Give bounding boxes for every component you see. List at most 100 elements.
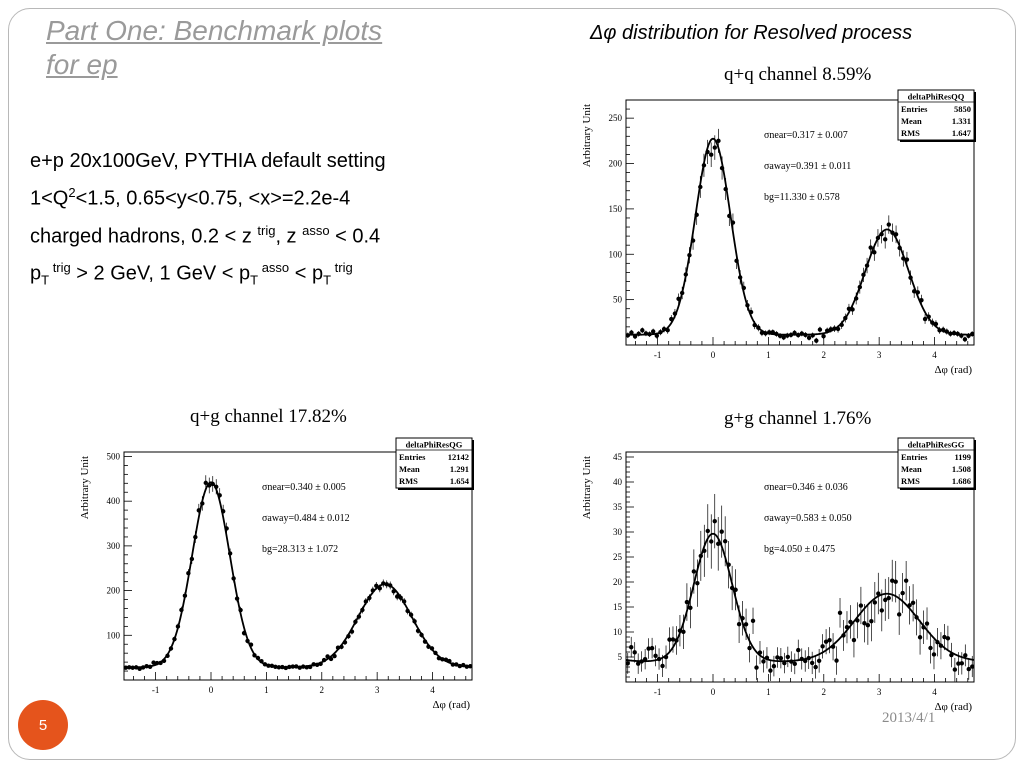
data-point xyxy=(814,338,819,343)
data-point xyxy=(945,636,951,641)
data-point xyxy=(869,618,874,624)
info-text: e+p 20x100GeV, PYTHIA default setting 1<… xyxy=(30,146,386,296)
gg-channel-label: g+g channel 1.76% xyxy=(724,408,872,429)
y-tick-label: 30 xyxy=(613,527,623,537)
data-point xyxy=(956,661,961,666)
stats-box xyxy=(395,437,473,489)
plot-frame xyxy=(625,451,975,683)
y-tick-label: 40 xyxy=(613,477,623,487)
data-point xyxy=(684,599,690,605)
data-point xyxy=(809,660,815,666)
y-tick-label: 200 xyxy=(107,586,121,596)
fit-annotation: σaway=0.583 ± 0.050 xyxy=(764,513,852,524)
x-axis-label: Δφ (rad) xyxy=(432,699,470,711)
data-point xyxy=(966,666,971,672)
data-point xyxy=(806,335,812,340)
slide-title: Part One: Benchmark plots for ep xyxy=(46,14,382,82)
data-point xyxy=(670,637,676,642)
data-point xyxy=(781,335,786,340)
x-axis-label: Δφ (rad) xyxy=(934,364,972,376)
data-point xyxy=(771,663,777,669)
title-line-2: for ep xyxy=(46,49,118,80)
data-point xyxy=(886,222,892,227)
x-tick-label: 1 xyxy=(264,685,269,695)
fit-curve xyxy=(123,481,473,669)
data-point xyxy=(963,653,968,658)
data-point xyxy=(893,579,898,584)
y-tick-label: 10 xyxy=(613,627,623,637)
data-point xyxy=(922,316,928,322)
data-point xyxy=(747,645,752,651)
data-point xyxy=(924,621,930,626)
y-tick-label: 400 xyxy=(107,496,121,506)
y-axis-label: Arbitrary Unit xyxy=(79,456,91,519)
stats-value: 1.331 xyxy=(952,116,971,126)
data-point xyxy=(879,608,884,613)
x-axis-label: Δφ (rad) xyxy=(934,701,972,713)
x-tick-label: -1 xyxy=(152,685,160,695)
data-point xyxy=(653,653,658,659)
data-point xyxy=(712,518,717,524)
data-point xyxy=(649,645,655,651)
y-tick-label: 45 xyxy=(613,452,623,462)
stats-key: RMS xyxy=(901,128,920,138)
x-tick-label: -1 xyxy=(654,350,662,360)
data-point xyxy=(959,661,965,666)
data-point xyxy=(928,645,933,651)
data-point xyxy=(886,595,891,601)
fit-annotation: bg=11.330 ± 0.578 xyxy=(764,192,840,203)
data-point xyxy=(827,637,832,643)
fit-annotation: σaway=0.484 ± 0.012 xyxy=(262,513,350,524)
data-point xyxy=(716,541,721,547)
data-point xyxy=(695,580,700,586)
fit-annotation: σnear=0.317 ± 0.007 xyxy=(764,130,848,141)
x-tick-label: 1 xyxy=(766,350,771,360)
qg-channel-label: q+g channel 17.82% xyxy=(190,406,347,427)
qq-chart: 50 100 150 200 250 -1 0 1 2 3 4 Δφ (rad) Arbitrary U… xyxy=(581,89,976,376)
data-point xyxy=(709,539,714,544)
y-tick-label: 5 xyxy=(618,652,623,662)
fit-annotation: σnear=0.346 ± 0.036 xyxy=(764,482,848,493)
data-point xyxy=(775,655,780,660)
stats-value: 1.291 xyxy=(450,464,469,474)
x-tick-label: 3 xyxy=(375,685,380,695)
stats-value: 1.508 xyxy=(952,464,971,474)
x-tick-label: 4 xyxy=(932,350,937,360)
x-tick-label: 0 xyxy=(209,685,214,695)
stats-key: Entries xyxy=(901,104,928,114)
data-point xyxy=(862,620,867,626)
y-tick-label: 200 xyxy=(609,159,623,169)
data-point xyxy=(660,663,665,669)
y-tick-label: 300 xyxy=(107,541,121,551)
info-line-4: pT trig > 2 GeV, 1 GeV < pT asso < pT tr… xyxy=(30,260,353,288)
data-point xyxy=(834,658,839,663)
fit-annotation: bg=28.313 ± 1.072 xyxy=(262,544,338,555)
y-tick-label: 100 xyxy=(609,249,623,259)
x-tick-label: 4 xyxy=(932,687,937,697)
stats-key: Entries xyxy=(399,452,426,462)
data-point xyxy=(882,237,888,242)
y-tick-label: 500 xyxy=(107,451,121,461)
stats-value: 1.654 xyxy=(450,476,470,486)
data-point xyxy=(962,337,968,342)
stats-box xyxy=(897,89,975,141)
stats-key: RMS xyxy=(901,476,920,486)
y-tick-label: 35 xyxy=(613,502,623,512)
x-tick-label: 3 xyxy=(877,687,882,697)
data-point xyxy=(754,665,759,670)
stats-key: Mean xyxy=(399,464,420,474)
info-line-3: charged hadrons, 0.2 < z trig, z asso < … xyxy=(30,222,381,248)
data-point xyxy=(785,654,791,660)
y-tick-label: 250 xyxy=(609,113,623,123)
data-point xyxy=(816,658,822,664)
data-point xyxy=(716,138,721,144)
stats-key: RMS xyxy=(399,476,418,486)
data-point xyxy=(768,668,773,673)
x-tick-label: -1 xyxy=(654,687,662,697)
data-point xyxy=(890,578,895,583)
data-point xyxy=(629,330,634,335)
data-point xyxy=(688,605,693,610)
data-point xyxy=(708,152,714,157)
stats-key: Mean xyxy=(901,116,922,126)
x-tick-label: 4 xyxy=(430,685,435,695)
